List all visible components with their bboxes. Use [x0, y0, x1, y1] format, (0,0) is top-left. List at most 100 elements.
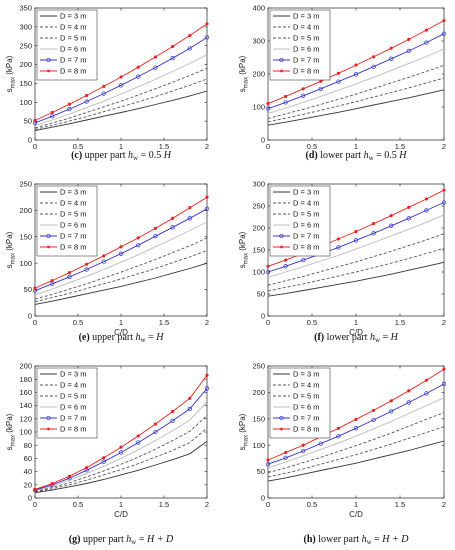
legend-label: D = 4 m: [293, 23, 319, 32]
x-tick-label: 0.5: [307, 318, 317, 327]
series-point: [424, 378, 429, 382]
series-point: [389, 223, 394, 228]
series-point: [204, 386, 210, 391]
series-line-3m: [267, 261, 445, 297]
x-tick-label: 1: [354, 142, 358, 151]
series-point: [136, 434, 140, 438]
series-point: [371, 221, 376, 226]
series-point: [33, 286, 37, 290]
legend-marker: [279, 57, 284, 63]
panel-caption: (e) upper part hw = H: [79, 332, 165, 344]
legend-label: D = 5 m: [293, 34, 319, 43]
series-point: [318, 86, 323, 91]
series-point: [301, 257, 306, 263]
y-tick-label: 400: [252, 4, 265, 13]
series-point: [407, 37, 411, 41]
series-line-5m: [267, 233, 445, 286]
series-point: [424, 40, 429, 45]
series-point: [33, 487, 37, 492]
x-tick-label: 0: [33, 318, 37, 327]
x-tick-label: 0: [266, 318, 270, 327]
series-point: [102, 254, 106, 258]
panel-caption: (h) lower part hw = H + D: [304, 534, 410, 546]
legend-label: D = 5 m: [60, 210, 86, 219]
series-point: [353, 72, 359, 77]
series-point: [153, 422, 158, 426]
series-point: [101, 459, 106, 464]
x-tick-label: 1: [354, 500, 358, 509]
legend-label: D = 8 m: [60, 243, 86, 252]
legend-label: D = 5 m: [60, 392, 86, 401]
series-point: [371, 64, 376, 69]
chart-panel-e: 0 0.5 1 1.5 2 0 50 100 150 200 250 C/D smax (kPa) D =…: [5, 180, 210, 344]
series-point: [50, 481, 54, 486]
series-point: [170, 225, 175, 230]
series-point: [441, 381, 447, 387]
y-tick-label: 150: [19, 79, 32, 88]
series-point: [353, 238, 359, 243]
legend-marker: [46, 57, 51, 63]
series-point: [188, 206, 192, 210]
series-point: [67, 274, 72, 280]
series-line-4m: [267, 77, 445, 123]
series-line-4m: [267, 426, 445, 478]
legend-label: D = 4 m: [293, 199, 319, 208]
series-point: [301, 93, 306, 98]
x-axis-label: C/D: [349, 328, 363, 337]
x-tick-label: 0: [266, 500, 270, 509]
series-point: [389, 46, 393, 50]
series-point: [424, 208, 429, 213]
series-point: [354, 417, 358, 421]
y-tick-label: 300: [19, 22, 32, 31]
series-line-4m: [34, 427, 208, 493]
y-tick-label: 150: [19, 232, 32, 241]
series-point: [67, 106, 72, 112]
series-point: [118, 251, 124, 256]
y-tick-label: 60: [24, 454, 32, 463]
series-point: [353, 426, 359, 431]
series-point: [442, 367, 446, 371]
y-tick-label: 0: [261, 136, 265, 145]
x-tick-label: 0.5: [73, 500, 83, 509]
y-tick-label: 350: [19, 4, 32, 13]
y-tick-label: 300: [252, 37, 265, 46]
y-tick-label: 80: [24, 441, 32, 450]
series-point: [153, 55, 158, 59]
series-line-3m: [34, 440, 208, 494]
legend-marker: [46, 233, 51, 239]
x-tick-label: 0.5: [73, 142, 83, 151]
series-point: [102, 456, 106, 460]
series-line-6m: [34, 54, 208, 127]
x-tick-label: 2: [205, 318, 209, 327]
y-tick-label: 300: [252, 180, 265, 189]
legend-marker: [47, 69, 50, 73]
chart-panel-h: 0 0.5 1 1.5 2 0 50 100 150 200 250 C/D smax (kPa) D =…: [238, 362, 447, 546]
legend-marker: [280, 427, 283, 431]
series-point: [50, 110, 54, 115]
series-point: [283, 258, 288, 262]
legend-label: D = 3 m: [293, 12, 319, 21]
series-point: [170, 409, 175, 414]
series-point: [188, 396, 192, 400]
series-point: [84, 465, 89, 470]
x-tick-label: 1: [119, 142, 123, 151]
series-point: [84, 262, 89, 266]
legend-label: D = 8 m: [293, 243, 319, 252]
legend-label: D = 7 m: [60, 56, 86, 65]
y-tick-label: 50: [257, 290, 265, 299]
series-point: [50, 278, 54, 283]
legend-label: D = 8 m: [60, 425, 86, 434]
legend-marker: [46, 415, 51, 421]
series-line-3m: [34, 90, 208, 132]
x-tick-label: 0.5: [73, 318, 83, 327]
series-point: [441, 200, 447, 205]
legend-label: D = 8 m: [293, 67, 319, 76]
legend-label: D = 7 m: [60, 414, 86, 423]
y-tick-label: 50: [24, 285, 32, 294]
series-point: [265, 106, 271, 111]
legend-label: D = 4 m: [60, 23, 86, 32]
y-tick-label: 160: [19, 388, 32, 397]
series-line-5m: [267, 412, 445, 474]
legend-label: D = 6 m: [60, 45, 86, 54]
